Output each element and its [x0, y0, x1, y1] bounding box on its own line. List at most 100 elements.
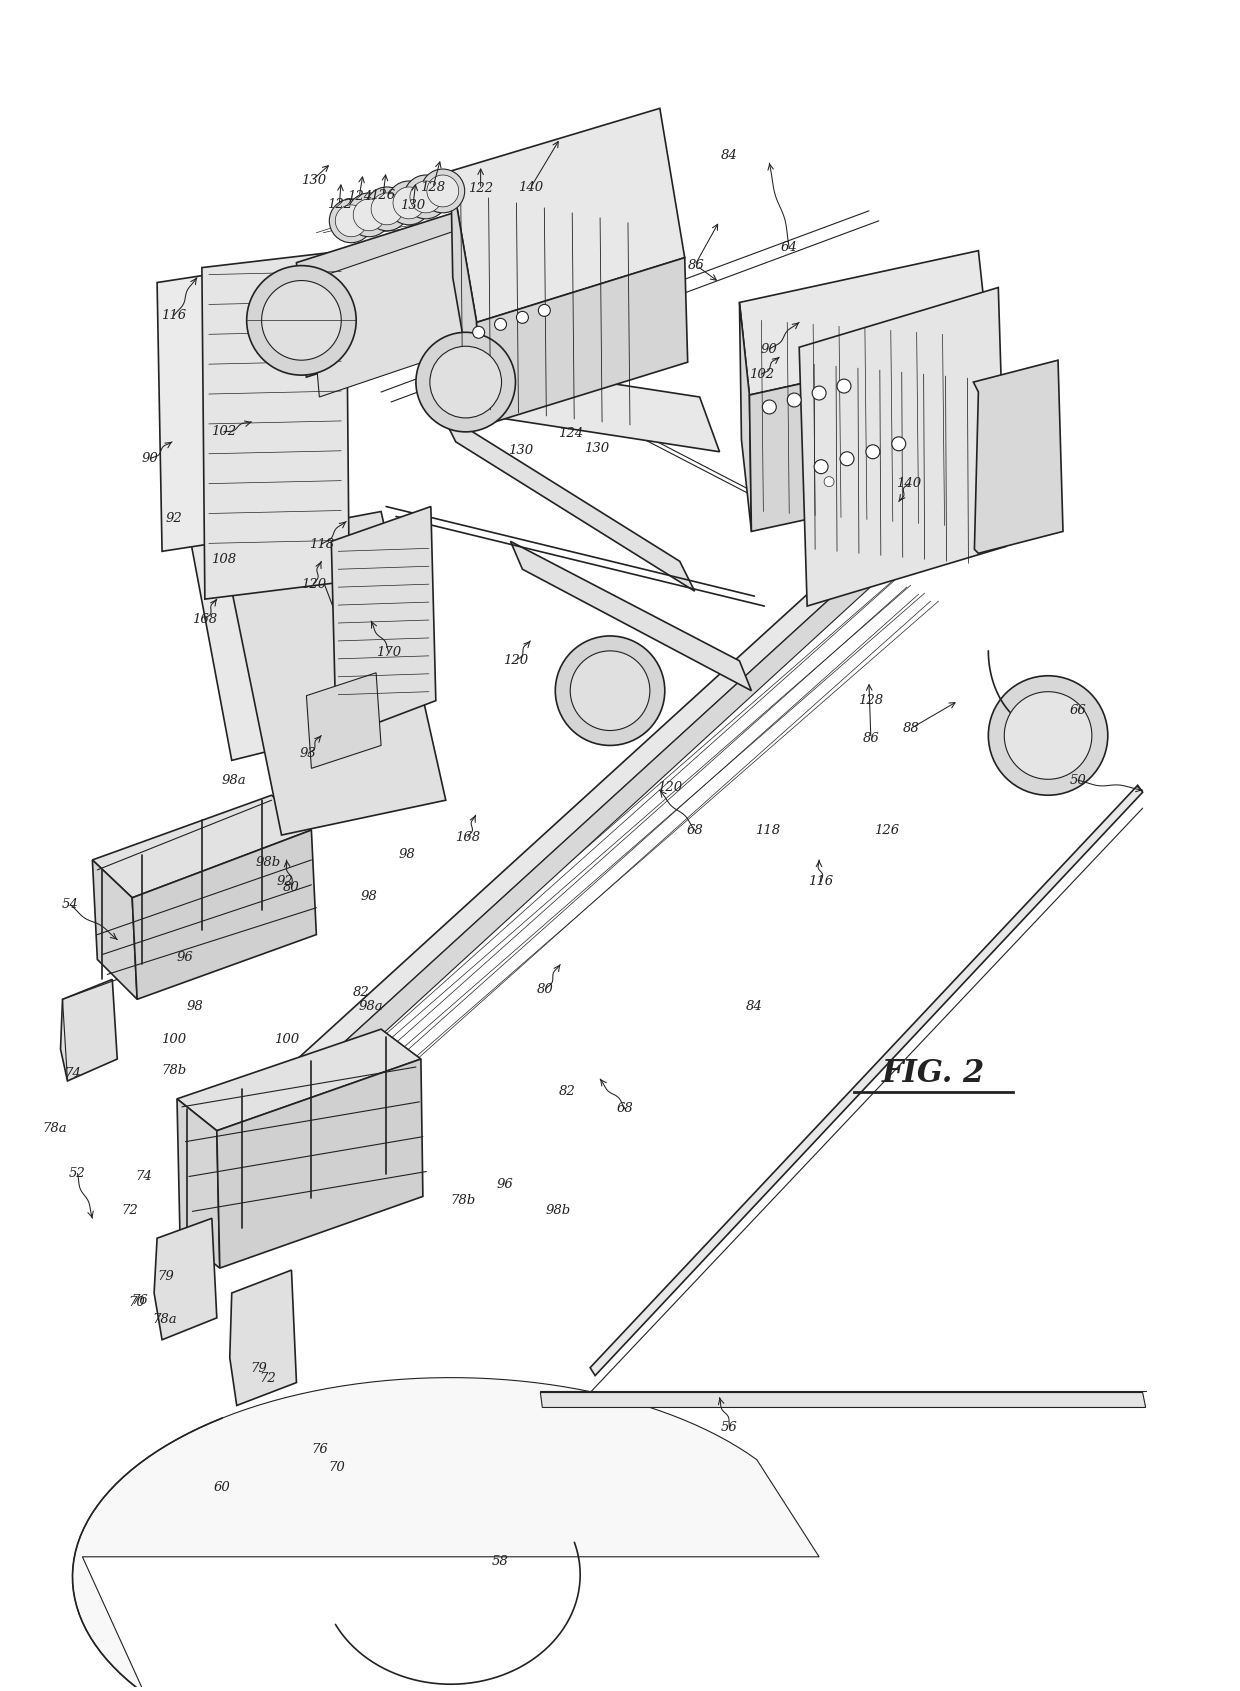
Polygon shape — [177, 1099, 219, 1268]
Circle shape — [430, 347, 501, 418]
Circle shape — [347, 193, 391, 237]
Polygon shape — [133, 830, 316, 999]
Text: 74: 74 — [135, 1170, 153, 1184]
Polygon shape — [61, 979, 118, 1081]
Text: 108: 108 — [211, 553, 237, 566]
Text: 140: 140 — [518, 181, 543, 194]
Text: 130: 130 — [301, 174, 326, 188]
Text: 52: 52 — [69, 1167, 86, 1180]
Polygon shape — [202, 250, 350, 599]
Text: 72: 72 — [259, 1371, 277, 1385]
Text: 86: 86 — [863, 732, 879, 746]
Circle shape — [837, 379, 851, 392]
Text: 88: 88 — [903, 722, 919, 736]
Circle shape — [495, 318, 506, 330]
Polygon shape — [739, 303, 751, 531]
Text: 168: 168 — [192, 612, 217, 626]
Text: 68: 68 — [686, 824, 703, 837]
Circle shape — [538, 304, 551, 316]
Text: 90: 90 — [141, 451, 159, 465]
Text: 78b: 78b — [450, 1194, 475, 1207]
Polygon shape — [973, 360, 1063, 553]
Text: 120: 120 — [301, 578, 326, 590]
Polygon shape — [229, 1270, 296, 1405]
Text: 116: 116 — [808, 876, 833, 888]
Text: 78b: 78b — [161, 1065, 187, 1077]
Polygon shape — [172, 413, 391, 761]
Circle shape — [393, 188, 425, 218]
Text: 80: 80 — [537, 982, 554, 996]
Circle shape — [353, 200, 386, 230]
Text: 50: 50 — [1070, 774, 1086, 786]
Text: 130: 130 — [508, 445, 533, 457]
Polygon shape — [541, 1392, 1146, 1407]
Text: 66: 66 — [1070, 703, 1086, 717]
Circle shape — [517, 311, 528, 323]
Polygon shape — [739, 250, 988, 396]
Polygon shape — [511, 541, 751, 690]
Text: 79: 79 — [250, 1363, 267, 1375]
Text: 170: 170 — [377, 646, 402, 659]
Text: 100: 100 — [161, 1033, 186, 1045]
Text: 60: 60 — [213, 1481, 231, 1493]
Text: 56: 56 — [722, 1420, 738, 1434]
Polygon shape — [157, 262, 291, 551]
Text: 74: 74 — [64, 1067, 81, 1081]
Text: 118: 118 — [309, 538, 334, 551]
Text: 64: 64 — [781, 242, 797, 254]
Circle shape — [262, 281, 341, 360]
Text: 98: 98 — [361, 889, 377, 903]
Polygon shape — [92, 861, 138, 999]
Polygon shape — [310, 223, 487, 397]
Text: 70: 70 — [327, 1461, 345, 1473]
Text: 58: 58 — [492, 1556, 508, 1568]
Text: 86: 86 — [688, 259, 706, 272]
Text: 100: 100 — [274, 1033, 299, 1045]
Polygon shape — [217, 1059, 423, 1268]
Circle shape — [763, 401, 776, 414]
Polygon shape — [252, 563, 877, 1146]
Polygon shape — [296, 198, 511, 377]
Text: 122: 122 — [326, 198, 352, 211]
Text: 72: 72 — [122, 1204, 139, 1218]
Text: 118: 118 — [755, 824, 780, 837]
Circle shape — [420, 169, 465, 213]
Text: 102: 102 — [749, 367, 774, 380]
Circle shape — [787, 392, 801, 408]
Text: 128: 128 — [858, 693, 883, 707]
Polygon shape — [440, 413, 694, 592]
Polygon shape — [232, 556, 869, 1126]
Text: 82: 82 — [353, 986, 370, 999]
Polygon shape — [306, 673, 381, 768]
Text: 124: 124 — [347, 191, 372, 203]
Circle shape — [410, 181, 441, 213]
Text: 76: 76 — [131, 1294, 149, 1307]
Text: 98: 98 — [398, 849, 415, 861]
Circle shape — [365, 188, 409, 230]
Text: 80: 80 — [283, 881, 300, 895]
Polygon shape — [800, 287, 1007, 605]
Circle shape — [247, 265, 356, 375]
Circle shape — [1004, 692, 1092, 780]
Text: 76: 76 — [311, 1442, 327, 1456]
Text: 140: 140 — [897, 477, 921, 490]
Text: 92: 92 — [166, 512, 182, 524]
Text: 124: 124 — [558, 428, 583, 440]
Text: 98: 98 — [186, 999, 203, 1013]
Polygon shape — [590, 785, 1142, 1375]
Circle shape — [371, 193, 403, 225]
Text: 98a: 98a — [222, 774, 246, 786]
Polygon shape — [476, 257, 688, 426]
Text: 116: 116 — [161, 309, 186, 321]
Text: 78a: 78a — [42, 1123, 67, 1135]
Polygon shape — [154, 1218, 217, 1339]
Text: 92: 92 — [277, 876, 293, 888]
Circle shape — [556, 636, 665, 746]
Circle shape — [815, 460, 828, 473]
Circle shape — [330, 200, 373, 244]
Text: 130: 130 — [584, 443, 610, 455]
Polygon shape — [177, 1030, 420, 1131]
Circle shape — [404, 174, 448, 218]
Circle shape — [866, 445, 880, 458]
Polygon shape — [451, 108, 684, 323]
